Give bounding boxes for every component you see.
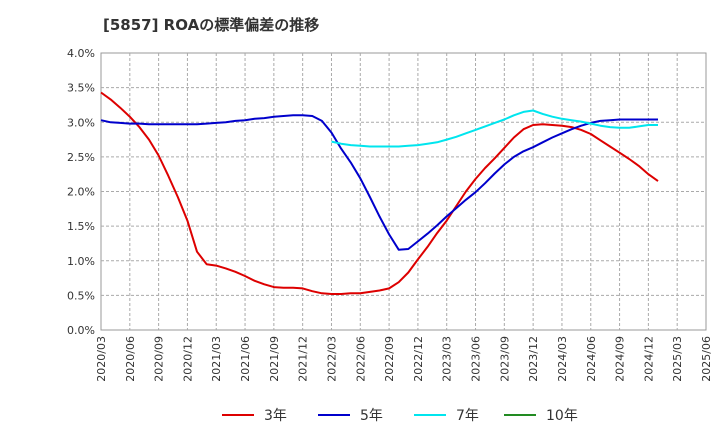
chart-plot: 0.0% 0.5% 1.0% 1.5% 2.0% 2.5% 3.0% 3.5% 4.0% 202…: [67, 47, 713, 382]
y-tick-label: 2.0%: [67, 186, 95, 199]
series-line-2: [100, 114, 658, 251]
y-tick-label: 3.5%: [67, 82, 95, 95]
y-tick-label: 2.5%: [67, 151, 95, 164]
x-tick-label: 2021/03: [210, 336, 223, 382]
grid-layer: [101, 53, 706, 330]
x-tick-label: 2023/09: [498, 336, 511, 382]
legend-item: 3年: [222, 400, 287, 430]
legend-swatch: [414, 414, 446, 416]
y-tick-label: 4.0%: [67, 47, 95, 60]
legend-item: 10年: [504, 400, 578, 430]
legend-swatch: [318, 414, 350, 416]
legend-item: 5年: [318, 400, 383, 430]
series-layer: [100, 91, 659, 295]
x-tick-label: 2023/06: [470, 336, 483, 382]
y-tick-label: 1.0%: [67, 255, 95, 268]
x-tick-label: 2024/06: [585, 336, 598, 382]
x-tick-label: 2022/06: [354, 336, 367, 382]
x-tick-label: 2024/03: [556, 336, 569, 382]
series-line-3: [331, 109, 658, 148]
x-tick-label: 2020/03: [95, 336, 108, 382]
y-tick-label: 0.0%: [67, 324, 95, 337]
legend-swatch: [504, 414, 536, 416]
x-tick-label: 2024/12: [642, 336, 655, 382]
x-tick-label: 2020/09: [153, 336, 166, 382]
x-tick-label: 2020/12: [181, 336, 194, 382]
y-tick-label: 0.5%: [67, 289, 95, 302]
legend-label: 3年: [264, 408, 287, 424]
x-tick-label: 2023/03: [441, 336, 454, 382]
y-tick-label: 3.0%: [67, 116, 95, 129]
legend-label: 10年: [546, 408, 578, 424]
x-tick-label: 2025/06: [700, 336, 713, 382]
series-line-1: [100, 91, 659, 295]
y-tick-label: 1.5%: [67, 220, 95, 233]
legend-label: 7年: [456, 408, 479, 424]
legend-label: 5年: [360, 408, 383, 424]
x-tick-label: 2022/09: [383, 336, 396, 382]
x-tick-label: 2025/03: [671, 336, 684, 382]
x-tick-label: 2022/12: [412, 336, 425, 382]
x-tick-label: 2024/09: [614, 336, 627, 382]
legend-swatch: [222, 414, 254, 416]
x-tick-label: 2020/06: [124, 336, 137, 382]
x-tick-label: 2022/03: [325, 336, 338, 382]
chart-title: [5857] ROAの標準偏差の推移: [103, 16, 320, 34]
y-axis: 0.0% 0.5% 1.0% 1.5% 2.0% 2.5% 3.0% 3.5% 4.0%: [67, 47, 95, 337]
legend: 3年 5年 7年 10年: [0, 400, 720, 430]
x-tick-label: 2023/12: [527, 336, 540, 382]
x-tick-label: 2021/06: [239, 336, 252, 382]
x-axis: 2020/03 2020/06 2020/09 2020/12 2021/03 2021/…: [95, 336, 713, 382]
x-tick-label: 2021/09: [268, 336, 281, 382]
x-tick-label: 2021/12: [297, 336, 310, 382]
legend-item: 7年: [414, 400, 479, 430]
